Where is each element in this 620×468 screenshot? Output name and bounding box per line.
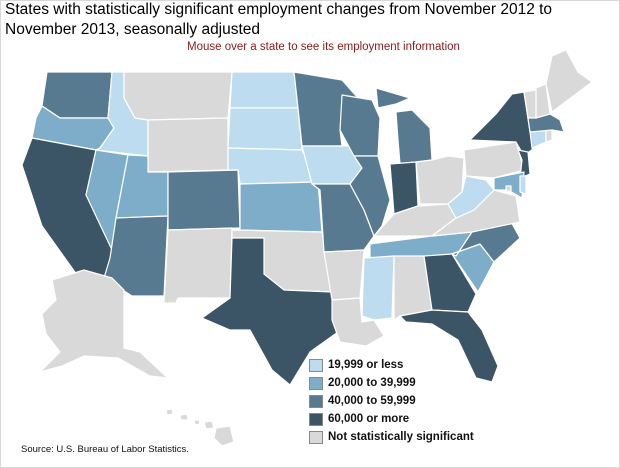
state-GA[interactable]: [423, 253, 477, 313]
state-ME[interactable]: [545, 49, 593, 113]
legend-swatch-none: [309, 431, 323, 444]
hawaii-island-4: [203, 420, 215, 430]
legend-label-cat2: 20,000 to 39,999: [328, 377, 416, 389]
legend-label-cat1: 19,999 or less: [328, 359, 404, 371]
source-note: Source: U.S. Bureau of Labor Statistics.: [21, 444, 189, 455]
hawaii-island-5: [213, 425, 235, 447]
legend-label-cat3: 40,000 to 59,999: [328, 395, 416, 407]
state-PA[interactable]: [463, 141, 525, 179]
state-MN[interactable]: [293, 71, 359, 147]
state-CO[interactable]: [167, 169, 241, 231]
state-WA[interactable]: [41, 71, 113, 119]
hawaii-island-2: [179, 413, 189, 421]
legend-swatch-cat4: [309, 413, 323, 426]
state-MI[interactable]: [375, 87, 433, 165]
state-MT[interactable]: [123, 71, 233, 121]
state-NM[interactable]: [163, 227, 233, 304]
legend-swatch-cat1: [309, 359, 323, 372]
legend-label-none: Not statistically significant: [328, 431, 474, 443]
state-AK[interactable]: [39, 269, 169, 379]
legend-swatch-cat2: [309, 377, 323, 390]
state-RI[interactable]: [545, 129, 553, 143]
legend-swatch-cat3: [309, 395, 323, 408]
state-TX[interactable]: [201, 237, 339, 386]
state-IN[interactable]: [389, 161, 419, 215]
legend-label-cat4: 60,000 or more: [328, 413, 410, 425]
hawaii-island-1: [165, 408, 174, 416]
state-MS[interactable]: [361, 255, 395, 321]
state-DC[interactable]: [505, 185, 512, 192]
state-CT[interactable]: [529, 129, 547, 149]
state-LA[interactable]: [331, 297, 385, 347]
state-MD[interactable]: [493, 171, 525, 199]
state-DE[interactable]: [519, 175, 527, 195]
state-WY[interactable]: [147, 117, 229, 173]
state-SD[interactable]: [227, 107, 303, 151]
map-subtitle: Mouse over a state to see its employment…: [187, 41, 460, 53]
state-WV[interactable]: [447, 175, 495, 219]
state-KS[interactable]: [239, 181, 323, 233]
state-HI[interactable]: [165, 408, 235, 447]
hawaii-island-3: [193, 419, 201, 426]
state-FL[interactable]: [399, 309, 499, 383]
map-title: States with statistically significant em…: [5, 1, 553, 38]
state-NH[interactable]: [535, 83, 551, 119]
state-ND[interactable]: [229, 71, 299, 109]
state-OH[interactable]: [415, 155, 465, 205]
